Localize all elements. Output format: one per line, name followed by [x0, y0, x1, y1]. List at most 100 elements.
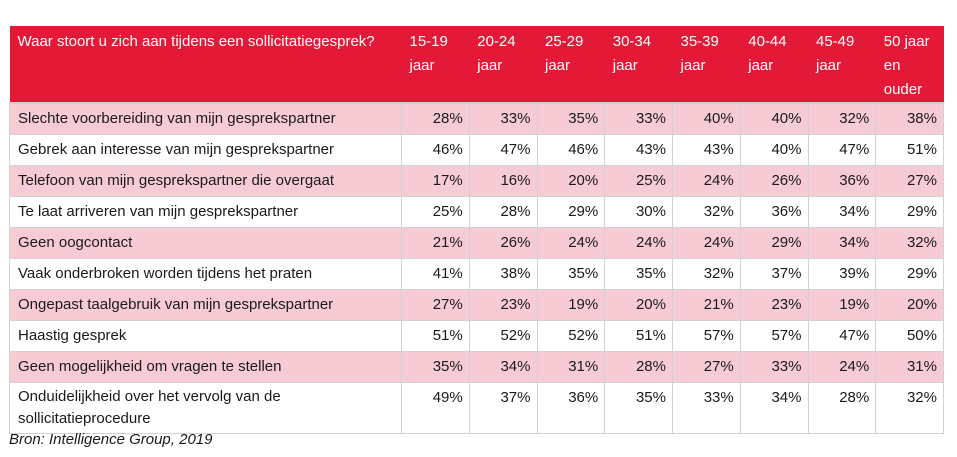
cell-value: 24%: [672, 227, 741, 259]
cell-value: 31%: [536, 351, 606, 383]
cell-value: 28%: [807, 382, 877, 434]
row-label: Onduidelijkheid over het vervolg van de …: [9, 382, 402, 434]
column-header: 30-34 jaar: [604, 26, 673, 103]
cell-value: 35%: [604, 258, 673, 290]
row-label: Ongepast taalgebruik van mijn gesprekspa…: [9, 289, 402, 321]
row-label: Geen mogelijkheid om vragen te stellen: [9, 351, 402, 383]
cell-value: 51%: [401, 320, 470, 352]
row-label: Telefoon van mijn gesprekspartner die ov…: [9, 165, 402, 197]
cell-value: 32%: [875, 227, 944, 259]
cell-value: 36%: [807, 165, 877, 197]
table-row: Geen mogelijkheid om vragen te stellen 35…: [9, 351, 944, 383]
cell-value: 33%: [604, 102, 673, 135]
cell-value: 29%: [875, 196, 944, 228]
row-label: Haastig gesprek: [9, 320, 402, 352]
cell-value: 27%: [875, 165, 944, 197]
cell-value: 40%: [739, 134, 809, 166]
cell-value: 57%: [739, 320, 809, 352]
cell-value: 24%: [536, 227, 606, 259]
cell-value: 43%: [604, 134, 673, 166]
cell-value: 47%: [807, 320, 877, 352]
column-header: 15-19 jaar: [401, 26, 470, 103]
row-label: Te laat arriveren van mijn gesprekspartn…: [9, 196, 402, 228]
column-header: 40-44 jaar: [740, 26, 808, 103]
cell-value: 35%: [604, 382, 673, 434]
table-row: Vaak onderbroken worden tijdens het prat…: [9, 258, 944, 290]
column-header: 45-49 jaar: [808, 26, 876, 103]
row-label: Geen oogcontact: [9, 227, 402, 259]
cell-value: 16%: [468, 165, 538, 197]
column-header: 20-24 jaar: [469, 26, 537, 103]
cell-value: 47%: [468, 134, 538, 166]
source-note: Bron: Intelligence Group, 2019: [9, 431, 213, 448]
cell-value: 34%: [468, 351, 538, 383]
column-header: 25-29 jaar: [537, 26, 605, 103]
cell-value: 49%: [401, 382, 470, 434]
cell-value: 24%: [672, 165, 741, 197]
table-row: Onduidelijkheid over het vervolg van de …: [9, 382, 944, 434]
cell-value: 33%: [672, 382, 741, 434]
cell-value: 32%: [672, 258, 741, 290]
cell-value: 41%: [401, 258, 470, 290]
cell-value: 19%: [536, 289, 606, 321]
column-header: 50 jaar en ouder: [875, 26, 944, 103]
cell-value: 29%: [739, 227, 809, 259]
cell-value: 32%: [807, 102, 877, 135]
cell-value: 25%: [401, 196, 470, 228]
cell-value: 26%: [739, 165, 809, 197]
cell-value: 34%: [807, 196, 877, 228]
cell-value: 34%: [807, 227, 877, 259]
cell-value: 21%: [401, 227, 470, 259]
cell-value: 51%: [875, 134, 944, 166]
cell-value: 32%: [875, 382, 944, 434]
cell-value: 28%: [604, 351, 673, 383]
header-row: Waar stoort u zich aan tijdens een solli…: [9, 26, 944, 103]
cell-value: 17%: [401, 165, 470, 197]
table-row: Geen oogcontact 21% 26% 24% 24% 24% 29% 34% 32%: [9, 227, 944, 259]
table-row: Telefoon van mijn gesprekspartner die ov…: [9, 165, 944, 197]
cell-value: 34%: [739, 382, 809, 434]
cell-value: 33%: [468, 102, 538, 135]
table-row: Ongepast taalgebruik van mijn gesprekspa…: [9, 289, 944, 321]
cell-value: 40%: [672, 102, 741, 135]
table-row: Slechte voorbereiding van mijn gespreksp…: [9, 102, 944, 135]
cell-value: 38%: [875, 102, 944, 135]
cell-value: 37%: [739, 258, 809, 290]
cell-value: 51%: [604, 320, 673, 352]
cell-value: 21%: [672, 289, 741, 321]
cell-value: 35%: [536, 102, 606, 135]
cell-value: 43%: [672, 134, 741, 166]
cell-value: 29%: [536, 196, 606, 228]
table-row: Gebrek aan interesse van mijn gesprekspa…: [9, 134, 944, 166]
cell-value: 37%: [468, 382, 538, 434]
cell-value: 47%: [807, 134, 877, 166]
cell-value: 24%: [604, 227, 673, 259]
cell-value: 57%: [672, 320, 741, 352]
row-label: Slechte voorbereiding van mijn gespreksp…: [9, 102, 402, 135]
cell-value: 23%: [468, 289, 538, 321]
cell-value: 19%: [807, 289, 877, 321]
cell-value: 20%: [604, 289, 673, 321]
cell-value: 20%: [536, 165, 606, 197]
cell-value: 29%: [875, 258, 944, 290]
cell-value: 52%: [536, 320, 606, 352]
cell-value: 33%: [739, 351, 809, 383]
cell-value: 20%: [875, 289, 944, 321]
cell-value: 25%: [604, 165, 673, 197]
row-label: Gebrek aan interesse van mijn gesprekspa…: [9, 134, 402, 166]
table-row: Haastig gesprek 51% 52% 52% 51% 57% 57% 47% 50%: [9, 320, 944, 352]
cell-value: 32%: [672, 196, 741, 228]
row-label: Vaak onderbroken worden tijdens het prat…: [9, 258, 402, 290]
cell-value: 35%: [401, 351, 470, 383]
cell-value: 24%: [807, 351, 877, 383]
cell-value: 31%: [875, 351, 944, 383]
cell-value: 36%: [536, 382, 606, 434]
cell-value: 35%: [536, 258, 606, 290]
cell-value: 38%: [468, 258, 538, 290]
cell-value: 40%: [739, 102, 809, 135]
cell-value: 28%: [401, 102, 470, 135]
cell-value: 23%: [739, 289, 809, 321]
survey-table: Waar stoort u zich aan tijdens een solli…: [9, 26, 944, 434]
cell-value: 46%: [536, 134, 606, 166]
cell-value: 28%: [468, 196, 538, 228]
